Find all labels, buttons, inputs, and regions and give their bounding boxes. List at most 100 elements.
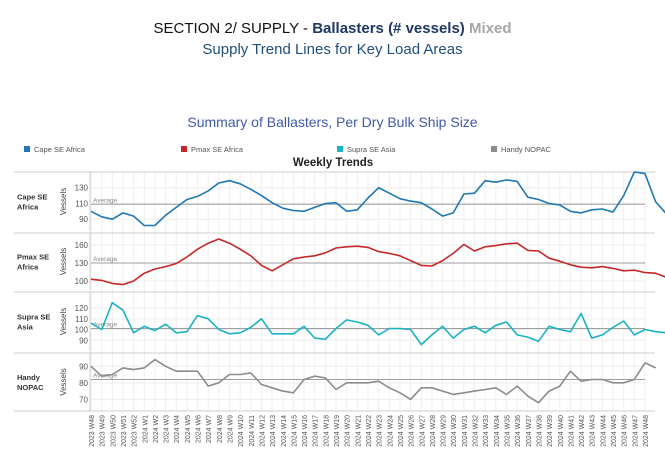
summary-title: Summary of Ballasters, Per Dry Bulk Ship… [187, 114, 478, 130]
x-tick-label: 2024 W47 [632, 415, 639, 447]
legend-item: Supra SE Asia [337, 145, 396, 154]
legend-swatch [181, 146, 187, 152]
row-label: Africa [17, 263, 39, 272]
y-axis-title: Vessels [59, 368, 68, 396]
x-tick-label: 2024 W14 [281, 415, 288, 447]
y-tick-label: 80 [79, 379, 88, 388]
x-tick-label: 2024 W8 [217, 415, 224, 443]
y-tick-label: 110 [75, 199, 88, 208]
x-tick-label: 2024 W16 [302, 415, 309, 447]
average-label: Average [93, 321, 117, 328]
y-tick-label: 100 [75, 326, 89, 335]
x-tick-label: 2024 W37 [526, 415, 533, 447]
y-tick-label: 110 [75, 315, 88, 324]
x-tick-label: 2024 W33 [483, 415, 490, 447]
chart-title: Weekly Trends [293, 157, 373, 169]
legend-label: Supra SE Asia [347, 145, 396, 154]
y-tick-label: 90 [79, 336, 88, 345]
x-tick-label: 2024 W18 [323, 415, 330, 447]
row-label: Cape SE [17, 193, 47, 202]
y-tick-label: 90 [79, 362, 88, 371]
legend-swatch [24, 146, 30, 152]
x-tick-label: 2024 W40 [558, 415, 565, 447]
x-tick-label: 2024 W6 [196, 415, 203, 443]
legend-label: Pmax SE Africa [191, 145, 244, 154]
series-line [90, 301, 665, 346]
row-label: Handy [17, 373, 41, 382]
y-axis-title: Vessels [59, 188, 68, 216]
average-label: Average [93, 256, 117, 263]
legend-label: Cape SE Africa [34, 145, 86, 154]
legend-label: Handy NOPAC [501, 145, 551, 154]
x-tick-label: 2023 W48 [89, 415, 96, 447]
x-tick-label: 2024 W46 [622, 415, 629, 447]
x-tick-label: 2024 W21 [355, 415, 362, 447]
x-tick-label: 2024 W43 [590, 415, 597, 447]
row-label: NOPAC [17, 383, 44, 392]
x-tick-label: 2024 W31 [462, 415, 469, 447]
legend-swatch [491, 146, 497, 152]
x-tick-label: 2024 W23 [377, 415, 384, 447]
x-tick-label: 2024 W32 [473, 415, 480, 447]
y-axis-title: Vessels [59, 308, 68, 336]
section-subtitle: Supply Trend Lines for Key Load Areas [202, 41, 463, 58]
row-label: Supra SE [17, 313, 50, 322]
section-title: SECTION 2/ SUPPLY - Ballasters (# vessel… [0, 20, 665, 37]
section-title-mixed: Mixed [468, 20, 512, 37]
x-tick-label: 2024 W34 [494, 415, 501, 447]
x-tick-label: 2024 W3 [164, 415, 171, 443]
x-tick-label: 2024 W22 [366, 415, 373, 447]
y-tick-label: 120 [75, 304, 89, 313]
legend-swatch [337, 146, 343, 152]
x-axis: 2023 W48 2023 W49 2023 W50 2023 W51 2023 W52… [89, 415, 650, 447]
y-tick-label: 100 [75, 277, 89, 286]
x-tick-label: 2024 W5 [185, 415, 192, 443]
x-tick-label: 2023 W49 [100, 415, 107, 447]
series-line [90, 238, 665, 286]
y-tick-label: 160 [75, 241, 89, 250]
x-tick-label: 2023 W52 [132, 415, 139, 447]
legend-item: Handy NOPAC [491, 145, 551, 154]
legend-item: Cape SE Africa [24, 145, 86, 154]
x-tick-label: 2024 W13 [270, 415, 277, 447]
x-tick-label: 2024 W10 [238, 415, 245, 447]
x-tick-label: 2024 W19 [334, 415, 341, 447]
x-tick-label: 2024 W30 [451, 415, 458, 447]
x-tick-label: 2023 W51 [121, 415, 128, 447]
x-tick-label: 2024 W4 [174, 415, 181, 443]
x-tick-label: 2024 W15 [291, 415, 298, 447]
x-tick-label: 2024 W26 [409, 415, 416, 447]
y-axis-title: Vessels [59, 248, 68, 276]
x-tick-label: 2024 W7 [206, 415, 213, 443]
x-tick-label: 2024 W45 [611, 415, 618, 447]
x-tick-label: 2024 W29 [441, 415, 448, 447]
x-tick-label: 2024 W25 [398, 415, 405, 447]
row-label: Africa [17, 203, 39, 212]
y-tick-label: 70 [79, 395, 88, 404]
x-tick-label: 2024 W20 [345, 415, 352, 447]
x-tick-label: 2024 W41 [568, 415, 575, 447]
section-title-prefix: SECTION 2/ SUPPLY - [153, 20, 313, 37]
x-tick-label: 2024 W28 [430, 415, 437, 447]
average-label: Average [93, 197, 117, 204]
section-title-highlight: Ballasters (# vessels) [312, 20, 465, 37]
x-tick-label: 2024 W36 [515, 415, 522, 447]
series-line [90, 171, 665, 227]
x-tick-label: 2024 W39 [547, 415, 554, 447]
x-tick-label: 2024 W24 [387, 415, 394, 447]
series-line [90, 358, 657, 404]
x-tick-label: 2024 W48 [643, 415, 650, 447]
x-tick-label: 2024 W35 [505, 415, 512, 447]
x-tick-label: 2023 W50 [110, 415, 117, 447]
x-tick-label: 2024 W38 [536, 415, 543, 447]
legend-item: Pmax SE Africa [181, 145, 244, 154]
y-tick-label: 130 [75, 184, 89, 193]
x-tick-label: 2024 W42 [579, 415, 586, 447]
row-label: Asia [17, 323, 34, 332]
x-tick-label: 2024 W11 [249, 415, 256, 446]
